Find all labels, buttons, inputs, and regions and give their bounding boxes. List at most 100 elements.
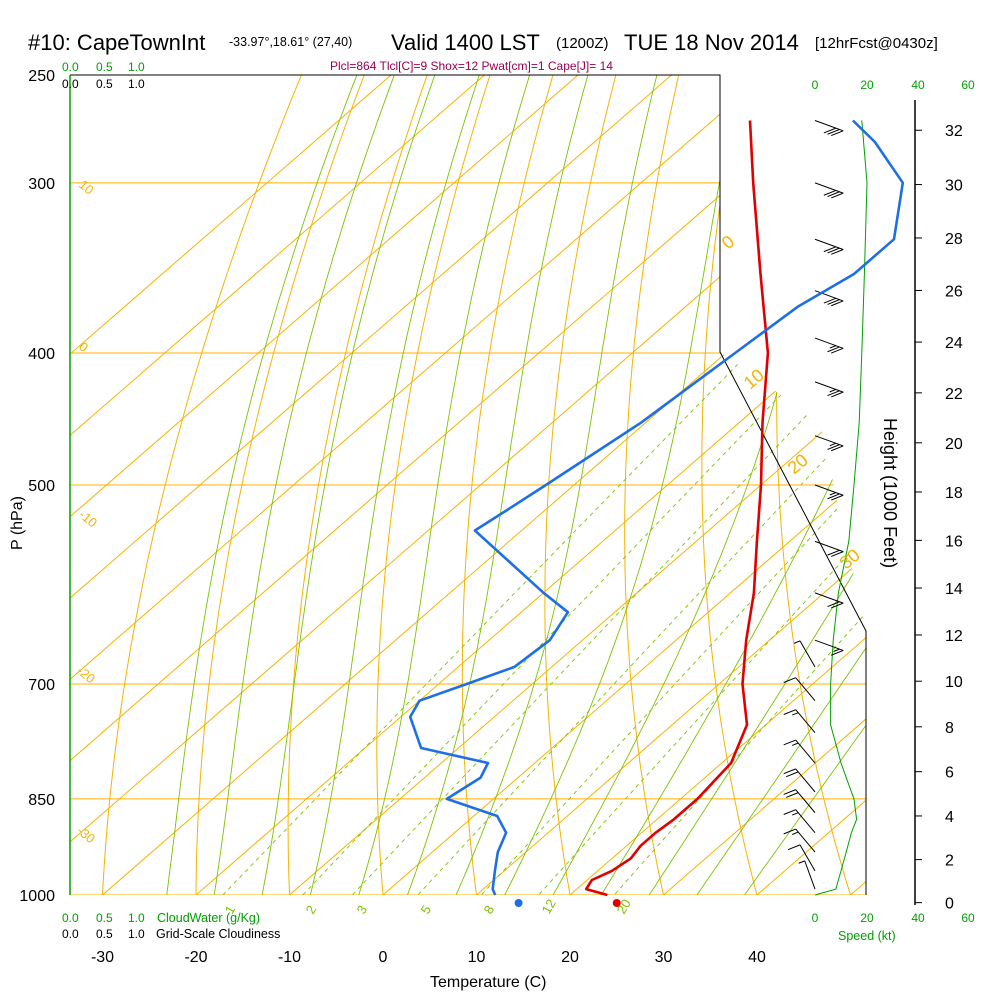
- isotherm-label: -30: [74, 823, 98, 847]
- p-tick-label: 250: [28, 68, 55, 85]
- height-tick-label: 26: [945, 283, 963, 300]
- dry-adiabat-line: [701, 75, 766, 895]
- barb-staff: [814, 337, 844, 349]
- wind-barb: [798, 860, 816, 890]
- speed-bottom-label: 20: [860, 911, 874, 925]
- frame: [70, 74, 867, 895]
- barb-flag: [793, 640, 801, 644]
- wind-barb: [814, 337, 844, 354]
- cloud-bottom-green-label: 0.5: [96, 911, 113, 925]
- barb-flag: [827, 346, 840, 353]
- wind-barbs: [783, 120, 844, 890]
- speed-bottom-label: 0: [812, 911, 819, 925]
- barb-flag: [831, 130, 844, 137]
- x-tick-label: -10: [278, 949, 301, 966]
- wind-barb: [783, 768, 816, 793]
- moist-adiabat-line: [583, 75, 866, 895]
- moist-adiabat-line: [162, 75, 358, 895]
- mixing-ratio-label: 5: [418, 903, 435, 917]
- barb-flag: [792, 742, 799, 746]
- cloud-top-black-label: 0.5: [96, 77, 113, 91]
- barb-flag: [792, 712, 799, 716]
- wind-barb: [814, 639, 844, 656]
- isotherm-line: [70, 75, 859, 895]
- isotherm-line: [629, 75, 866, 895]
- dry-adiabat-line: [461, 75, 554, 895]
- surface-dewpoint-point: [514, 899, 523, 907]
- barb-flag: [783, 768, 796, 775]
- barb-flag: [831, 494, 844, 501]
- barb-flag: [798, 860, 805, 864]
- dry-adiabat-line: [287, 75, 428, 895]
- isotherm-line: [536, 75, 866, 895]
- y-axis-label: P (hPa): [9, 496, 26, 550]
- isotherm-label: 10: [740, 365, 768, 393]
- cloud-top-black-label: 1.0: [128, 77, 145, 91]
- barb-flag: [827, 390, 840, 397]
- barb-flag: [833, 648, 840, 652]
- barb-staff: [795, 739, 816, 764]
- isotherm-label: -10: [76, 507, 100, 531]
- isotherm-line: [70, 75, 579, 895]
- barb-staff: [795, 709, 816, 733]
- data-series: [408, 119, 905, 907]
- p-tick-label: 400: [28, 346, 55, 363]
- wind-barb: [783, 677, 816, 702]
- barb-flag: [831, 391, 844, 398]
- barb-staff: [814, 238, 844, 250]
- mixing-ratio-line: [512, 352, 866, 895]
- speed-top-label: 40: [911, 78, 925, 92]
- isotherm-label: 10: [76, 177, 97, 198]
- barb-staff: [795, 809, 816, 834]
- barb-flag: [823, 246, 837, 253]
- p-tick-label: 500: [28, 478, 55, 495]
- speed-bottom-label: 40: [911, 911, 925, 925]
- barb-flag: [827, 549, 840, 556]
- x-tick-label: 20: [561, 949, 579, 966]
- dry-adiabat-line: [195, 75, 365, 895]
- mixing-ratio-line: [275, 352, 822, 895]
- barb-staff: [814, 290, 844, 302]
- height-tick-label: 10: [945, 674, 963, 691]
- speed-profile-line: [814, 120, 868, 896]
- barb-flag: [829, 388, 837, 393]
- barb-flag: [786, 771, 799, 778]
- wind-barb: [814, 540, 844, 557]
- barb-flag: [827, 444, 840, 450]
- speed-top-label: 20: [860, 78, 874, 92]
- station-title: #10: CapeTownInt: [28, 30, 205, 55]
- x-tick-label: 0: [379, 949, 388, 966]
- isotherm-line: [70, 75, 392, 895]
- wind-barb: [783, 739, 816, 764]
- dewpoint-line: [408, 119, 905, 896]
- wind-barb: [814, 120, 844, 137]
- wind-barb: [814, 238, 844, 255]
- cloud-top-green-label: 0.5: [96, 60, 113, 74]
- mixing-ratio-line: [324, 352, 866, 895]
- barb-flag: [827, 493, 840, 500]
- cloud-top-black-label: 0.0: [62, 77, 79, 91]
- wind-barb: [783, 709, 816, 733]
- wind-barb: [783, 789, 816, 813]
- barb-flag: [823, 127, 837, 134]
- mixing-ratio-label: 12: [539, 896, 559, 916]
- barb-staff: [795, 828, 816, 853]
- utc-time: (1200Z): [556, 35, 609, 52]
- wind-barb: [814, 290, 844, 307]
- moist-adiabat-line: [442, 75, 658, 895]
- height-tick-label: 14: [945, 581, 963, 598]
- speed-axis-label: Speed (kt): [838, 929, 896, 943]
- height-tick-label: 32: [945, 123, 963, 140]
- isotherm-label: 0: [718, 231, 739, 253]
- p-tick-label: 1000: [19, 888, 55, 905]
- surface-temperature-point: [612, 899, 621, 907]
- barb-flag: [831, 649, 844, 656]
- barb-staff: [814, 540, 844, 553]
- height-tick-label: 30: [945, 178, 963, 195]
- wind-barb: [814, 182, 844, 199]
- height-tick-label: 0: [945, 896, 954, 913]
- barb-staff: [814, 484, 844, 496]
- barb-flag: [831, 602, 844, 609]
- height-axis-label: Height (1000 Feet): [880, 418, 900, 568]
